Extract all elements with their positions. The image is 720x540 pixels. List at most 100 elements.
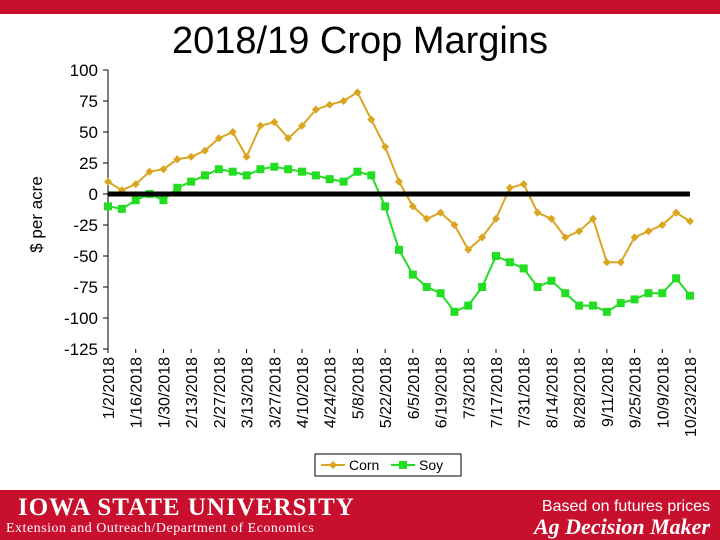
legend-label-soy: Soy: [419, 457, 443, 473]
data-point-corn: [367, 115, 376, 124]
data-point-soy: [214, 165, 223, 174]
series-line-corn: [107, 90, 691, 264]
data-point-soy: [367, 171, 376, 180]
data-point-corn: [131, 180, 140, 189]
x-tick-label: 2/27/2018: [212, 357, 229, 428]
data-point-corn: [672, 208, 681, 217]
x-tick-label: 4/10/2018: [295, 357, 312, 428]
data-point-corn: [478, 233, 487, 242]
data-point-soy: [381, 202, 390, 211]
y-tick-label: -25: [73, 216, 98, 235]
data-point-soy: [505, 258, 514, 267]
x-tick-label: 5/8/2018: [350, 357, 367, 419]
x-tick-label: 7/3/2018: [461, 357, 478, 419]
data-point-soy: [686, 291, 694, 300]
data-point-soy: [173, 183, 182, 192]
top-accent-bar: [0, 0, 720, 14]
data-point-corn: [602, 258, 611, 267]
data-point-soy: [159, 196, 168, 205]
data-point-corn: [422, 214, 431, 223]
ag-decision-maker-logo: Ag Decision Maker: [534, 514, 710, 539]
y-tick-label: 25: [79, 154, 98, 173]
data-point-soy: [408, 270, 417, 279]
data-point-corn: [630, 233, 639, 242]
y-tick-label: 0: [89, 185, 98, 204]
y-tick-label: -50: [73, 247, 98, 266]
x-tick-label: 6/19/2018: [434, 357, 451, 428]
x-tick-label: 8/14/2018: [544, 357, 561, 428]
data-point-corn: [547, 214, 556, 223]
x-tick-label: 10/23/2018: [683, 357, 700, 437]
x-tick-label: 4/24/2018: [323, 357, 340, 428]
data-point-soy: [228, 167, 237, 176]
data-point-soy: [492, 252, 500, 260]
data-point-soy: [242, 171, 251, 180]
data-point-soy: [187, 177, 196, 186]
x-tick-label: 6/5/2018: [406, 357, 423, 419]
data-point-corn: [173, 155, 182, 164]
data-point-soy: [284, 165, 293, 174]
data-point-corn: [284, 134, 293, 143]
data-point-soy: [270, 162, 279, 171]
data-point-soy: [547, 276, 556, 285]
data-point-corn: [505, 183, 514, 192]
x-tick-label: 3/13/2018: [240, 357, 257, 428]
data-point-soy: [602, 307, 611, 316]
y-tick-label: -75: [73, 278, 98, 297]
data-point-soy: [630, 295, 639, 304]
data-point-corn: [436, 208, 445, 217]
data-point-corn: [450, 221, 459, 229]
data-point-corn: [214, 134, 223, 143]
data-point-soy: [395, 245, 403, 254]
data-point-corn: [201, 146, 209, 155]
data-point-corn: [464, 245, 473, 254]
legend-marker-corn: [329, 461, 337, 469]
x-tick-label: 1/16/2018: [129, 357, 146, 428]
data-point-soy: [104, 202, 112, 211]
legend-marker-soy: [399, 461, 407, 469]
data-point-corn: [395, 177, 403, 186]
data-point-soy: [478, 283, 487, 291]
x-tick-label: 9/11/2018: [600, 357, 617, 427]
data-point-soy: [339, 177, 348, 186]
data-point-corn: [408, 202, 417, 211]
data-point-soy: [658, 289, 667, 298]
data-point-soy: [298, 167, 306, 176]
data-point-corn: [159, 165, 168, 174]
data-point-soy: [561, 289, 570, 298]
x-tick-label: 7/31/2018: [517, 357, 534, 428]
data-point-soy: [589, 301, 597, 310]
data-point-corn: [270, 118, 279, 127]
data-point-corn: [187, 152, 196, 161]
data-point-corn: [533, 208, 542, 217]
futures-note: Based on futures prices: [541, 498, 710, 515]
data-point-corn: [644, 227, 653, 236]
data-point-corn: [242, 152, 251, 161]
data-point-corn: [561, 233, 570, 242]
data-point-soy: [436, 289, 445, 298]
data-point-soy: [519, 264, 528, 273]
data-point-corn: [104, 177, 112, 186]
data-point-corn: [658, 221, 667, 229]
series-line-soy: [107, 165, 691, 314]
data-point-soy: [201, 171, 209, 180]
data-point-corn: [298, 121, 306, 130]
chart-title: 2018/19 Crop Margins: [172, 20, 548, 62]
x-tick-label: 1/30/2018: [156, 357, 173, 428]
data-point-corn: [575, 227, 584, 236]
x-tick-label: 1/2/2018: [101, 357, 118, 419]
data-point-corn: [311, 105, 320, 114]
legend-label-corn: Corn: [349, 457, 379, 473]
data-point-corn: [686, 217, 694, 226]
data-point-corn: [589, 214, 597, 223]
x-tick-label: 9/25/2018: [628, 357, 645, 428]
data-point-corn: [228, 128, 237, 136]
data-point-soy: [533, 283, 542, 291]
footer-bar: [0, 490, 720, 540]
data-point-soy: [644, 289, 653, 298]
legend-box: [314, 453, 462, 477]
data-point-corn: [519, 180, 528, 189]
data-point-soy: [422, 283, 431, 291]
data-point-soy: [256, 165, 265, 174]
